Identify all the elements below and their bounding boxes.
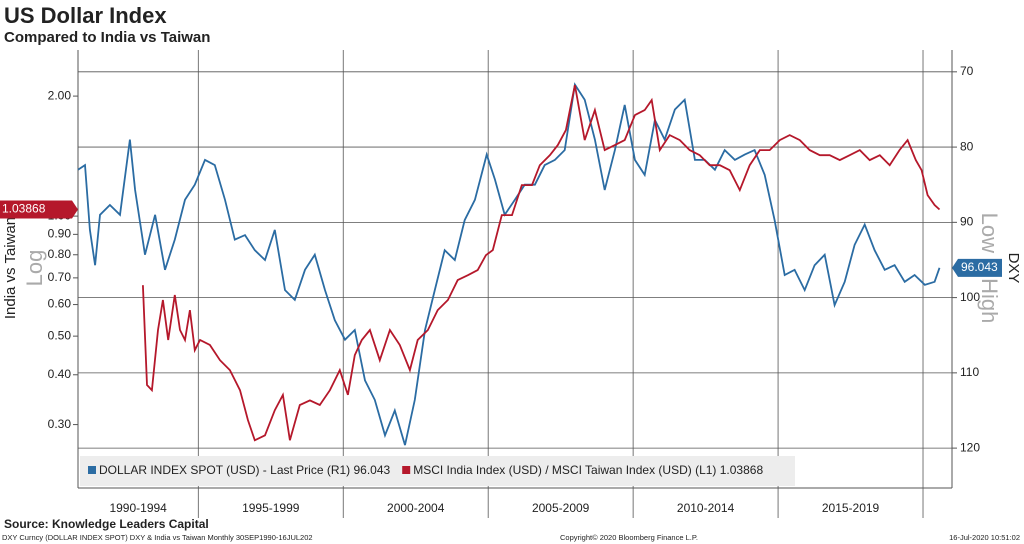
y2-tick-label: 80 — [960, 139, 974, 153]
x-tick-label: 1990-1994 — [109, 501, 167, 515]
last-value-badge — [0, 200, 78, 219]
source: Source: Knowledge Leaders Capital — [4, 517, 209, 531]
y-tick-label: 0.50 — [48, 328, 72, 342]
y2-tick-label: 110 — [960, 365, 979, 379]
y2-tick-label: 90 — [960, 215, 974, 229]
x-tick-label: 2015-2019 — [822, 501, 880, 515]
y-tick-label: 0.80 — [48, 247, 72, 261]
last-value-label: 1.03868 — [2, 202, 46, 216]
x-tick-label: 2005-2009 — [532, 501, 590, 515]
chart-subtitle: Compared to India vs Taiwan — [4, 29, 210, 46]
y-tick-label: 0.60 — [48, 297, 72, 311]
legend-box — [80, 456, 795, 486]
y-tick-label: 2.00 — [48, 88, 72, 102]
legend-label: MSCI India Index (USD) / MSCI Taiwan Ind… — [413, 463, 763, 477]
x-tick-label: 2010-2014 — [677, 501, 735, 515]
y-tick-label: 0.30 — [48, 417, 72, 431]
legend-label: DOLLAR INDEX SPOT (USD) - Last Price (R1… — [99, 463, 391, 477]
y2-axis-label: DXY — [1005, 253, 1022, 284]
footer-center: Copyright© 2020 Bloomberg Finance L.P. — [560, 533, 698, 542]
y2-tick-label: 100 — [960, 290, 980, 304]
legend-swatch — [402, 466, 411, 474]
y-tick-label: 0.90 — [48, 227, 72, 241]
footer-right: 16-Jul-2020 10:51:02 — [949, 533, 1020, 542]
last-value-label: 96.043 — [961, 260, 998, 274]
x-tick-label: 2000-2004 — [387, 501, 445, 515]
y2-tick-label: 70 — [960, 64, 974, 78]
legend-swatch — [88, 466, 96, 474]
x-tick-label: 1995-1999 — [242, 501, 300, 515]
chart-title: US Dollar Index — [4, 3, 167, 28]
y-tick-label: 0.40 — [48, 367, 72, 381]
footer-left: DXY Curncy (DOLLAR INDEX SPOT) DXY & Ind… — [2, 533, 313, 542]
y-tick-label: 0.70 — [48, 270, 72, 284]
y2-tick-label: 120 — [960, 440, 980, 454]
series-line — [142, 84, 941, 442]
series-line — [77, 82, 941, 446]
last-value-badge — [952, 258, 1002, 277]
y-axis-label: India vs Taiwan — [2, 217, 19, 319]
y-scale-label: Log — [22, 250, 47, 287]
